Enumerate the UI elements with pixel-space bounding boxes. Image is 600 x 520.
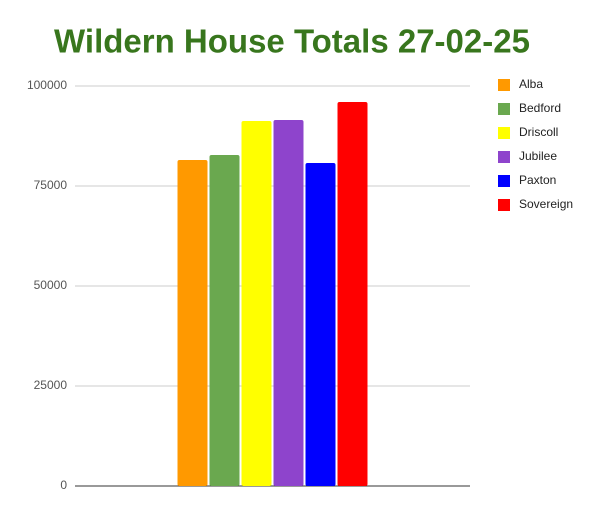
bar: [177, 160, 208, 486]
bar: [209, 155, 240, 486]
legend-label: Jubilee: [519, 149, 557, 163]
legend-swatch: [498, 127, 510, 139]
y-tick-label: 100000: [27, 78, 67, 92]
y-tick-label: 50000: [34, 278, 68, 292]
bar: [273, 120, 304, 486]
y-tick-label: 0: [60, 478, 67, 492]
bar: [241, 121, 272, 486]
legend-swatch: [498, 151, 510, 163]
legend-swatch: [498, 175, 510, 187]
legend-label: Driscoll: [519, 125, 558, 139]
legend-label: Bedford: [519, 101, 561, 115]
bar: [305, 163, 336, 486]
legend-swatch: [498, 103, 510, 115]
chart-title: Wildern House Totals 27-02-25: [54, 23, 530, 60]
legend-label: Alba: [519, 77, 543, 91]
y-tick-label: 25000: [34, 378, 68, 392]
legend-swatch: [498, 79, 510, 91]
legend-label: Sovereign: [519, 197, 573, 211]
legend-swatch: [498, 199, 510, 211]
legend-label: Paxton: [519, 173, 556, 187]
bar: [337, 102, 368, 486]
y-tick-label: 75000: [34, 178, 68, 192]
